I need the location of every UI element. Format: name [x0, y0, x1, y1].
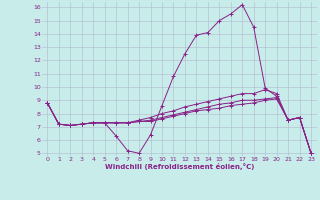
- X-axis label: Windchill (Refroidissement éolien,°C): Windchill (Refroidissement éolien,°C): [105, 163, 254, 170]
